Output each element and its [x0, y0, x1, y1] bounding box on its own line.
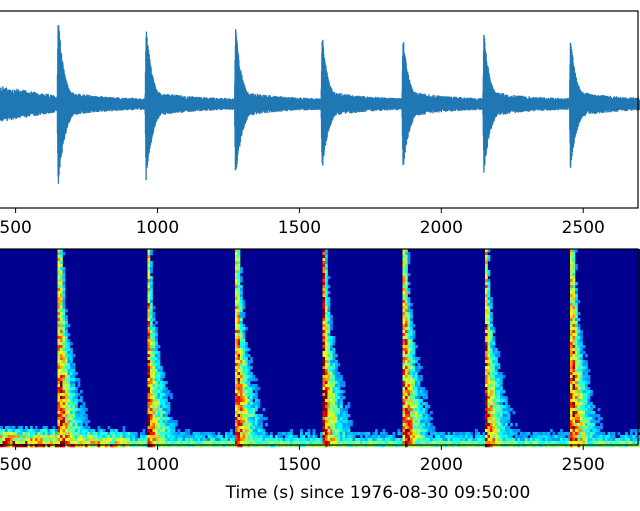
spectrogram-x-tick-label: 2000 — [420, 455, 463, 475]
waveform-x-tick-label: 2500 — [562, 218, 605, 238]
waveform-line — [0, 25, 640, 184]
x-axis-title: Time (s) since 1976-08-30 09:50:00 — [225, 483, 531, 503]
spectrogram-x-tick-label: 2500 — [562, 455, 605, 475]
waveform-x-tick-label: 2000 — [420, 218, 463, 238]
waveform-x-tick-label: 1500 — [278, 218, 321, 238]
spectrogram-x-tick-label: 500 — [0, 455, 32, 475]
spectrogram-frame — [0, 248, 639, 446]
spectrogram-panel: 500 1000 1500 2000 2500 — [0, 248, 640, 475]
waveform-x-axis: 500 1000 1500 2000 2500 — [0, 208, 605, 238]
waveform-series — [0, 25, 640, 184]
spectrogram-x-axis: 500 1000 1500 2000 2500 — [0, 445, 605, 475]
waveform-x-tick-label: 1000 — [136, 218, 179, 238]
spectrogram-background — [0, 249, 640, 445]
waveform-x-tick-label: 500 — [0, 218, 32, 238]
spectrogram-x-tick-label: 1500 — [278, 455, 321, 475]
spectrogram-heatmap — [0, 249, 640, 448]
waveform-panel: 500 1000 1500 2000 2500 — [0, 10, 640, 238]
spectrogram-x-tick-label: 1000 — [136, 455, 179, 475]
waveform-frame — [0, 10, 639, 209]
